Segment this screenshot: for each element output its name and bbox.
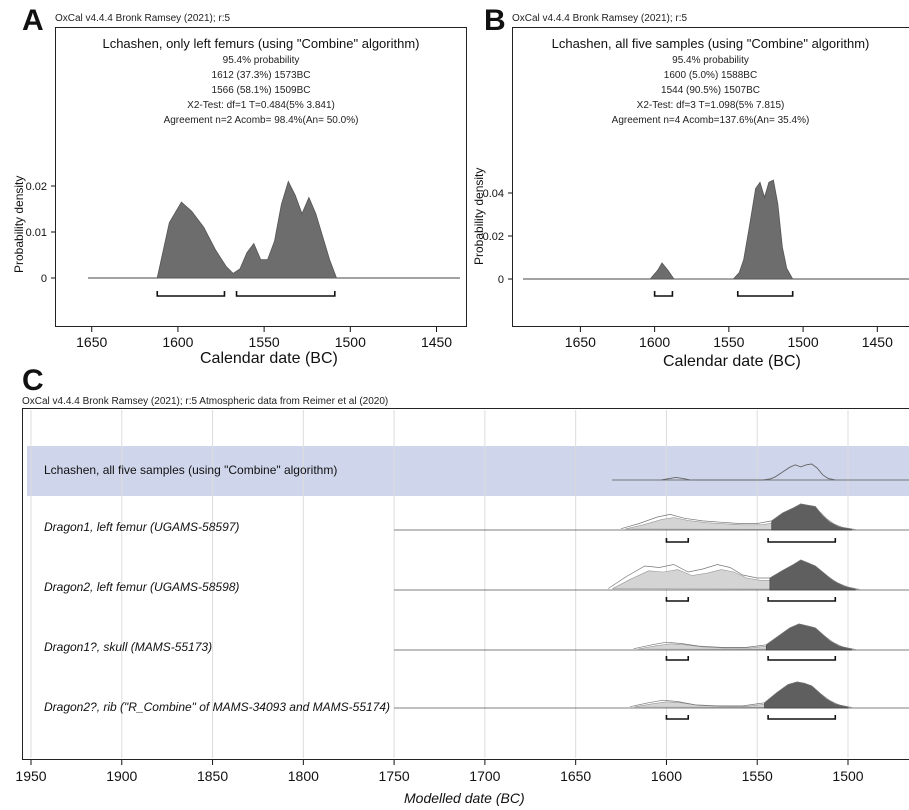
panel-b-chart: 0 0.02 0.04 1650 1600 1550 1500 1450 (483, 179, 909, 350)
x-tick-label: 1500 (335, 334, 366, 350)
x-tick-label: 1800 (288, 768, 319, 784)
hpd-range-bracket (767, 538, 837, 543)
hpd-range-bracket (156, 291, 226, 297)
panel-c-row-label: Lchashen, all five samples (using "Combi… (44, 463, 338, 477)
x-tick-label: 1600 (162, 334, 193, 350)
panel-c-row-label-part: Dragon2?, rib ("R_Combine" of (44, 700, 213, 714)
panel-a-stat-line: Agreement n=2 Acomb= 98.4%(An= 50.0%) (163, 115, 359, 126)
panel-a-title: Lchashen, only left femurs (using "Combi… (102, 36, 420, 51)
panel-b-letter: B (484, 4, 506, 37)
panel-c-letter: C (22, 364, 44, 397)
panel-c-row-label-part: MAMS-34093 and MAMS-55174 (212, 700, 387, 714)
panel-b-stat-line: 95.4% probability (672, 55, 749, 66)
panel-a-letter: A (22, 4, 44, 37)
x-tick-label: 1450 (421, 334, 452, 350)
distribution-outline (633, 623, 852, 650)
hpd-range-bracket (665, 715, 690, 720)
panel-c-row-label: Dragon1?, skull (MAMS-55173) (44, 640, 213, 654)
hpd-range-bracket (665, 538, 690, 543)
x-tick-label: 1450 (862, 334, 893, 350)
panel-a-x-axis-title: Calendar date (BC) (200, 350, 338, 367)
y-tick-label: 0.02 (483, 231, 504, 243)
y-tick-label: 0 (41, 273, 47, 285)
x-tick-label: 1550 (713, 334, 744, 350)
x-tick-label: 1500 (832, 768, 863, 784)
x-tick-label: 1650 (76, 334, 107, 350)
x-tick-label: 1600 (651, 768, 682, 784)
panel-c-row-label-part: ) (386, 700, 391, 714)
x-tick-label: 1850 (197, 768, 228, 784)
panel-c-row-label: Dragon2?, rib ("R_Combine" of MAMS-34093… (44, 700, 390, 714)
panel-c-x-axis-title: Modelled date (BC) (404, 790, 525, 806)
panel-a-chart: 0 0.01 0.02 1650 1600 1550 1500 1450 (26, 180, 460, 350)
hpd-range-bracket (767, 656, 837, 661)
x-tick-label: 1650 (560, 768, 591, 784)
panel-c-row-label: Dragon2, left femur (UGAMS-58598) (44, 580, 240, 594)
hpd-range-bracket (235, 291, 336, 297)
density-area (156, 180, 338, 279)
x-tick-label: 1750 (379, 768, 410, 784)
panel-b-stat-line: Agreement n=4 Acomb=137.6%(An= 35.4%) (611, 115, 810, 126)
hpd-range-bracket (736, 291, 794, 297)
panel-c-oxcal-header: OxCal v4.4.4 Bronk Ramsey (2021); r:5 At… (22, 396, 389, 407)
hpd-range-bracket (767, 715, 837, 720)
panel-a-stat-line: X2-Test: df=1 T=0.484(5% 3.841) (187, 100, 335, 111)
panel-b-x-axis-title: Calendar date (BC) (663, 353, 801, 370)
panel-b-oxcal-header: OxCal v4.4.4 Bronk Ramsey (2021); r:5 (512, 13, 688, 24)
panel-b-stats: Lchashen, all five samples (using "Combi… (512, 35, 909, 128)
hpd-range-bracket (767, 597, 837, 602)
panel-a-stat-line: 1612 (37.3%) 1573BC (211, 70, 311, 81)
y-tick-label: 0.04 (483, 188, 504, 200)
panel-b-title: Lchashen, all five samples (using "Combi… (551, 36, 870, 51)
density-area (649, 179, 794, 280)
panel-a-stats: Lchashen, only left femurs (using "Combi… (55, 35, 467, 128)
distribution-outline (630, 681, 849, 708)
panel-b-stat-line: 1544 (90.5%) 1507BC (661, 85, 760, 96)
panel-c-row-label: Dragon1, left femur (UGAMS-58597) (44, 520, 240, 534)
panel-c-highlight-band (27, 446, 909, 496)
x-tick-label: 1650 (565, 334, 596, 350)
x-tick-label: 1550 (249, 334, 280, 350)
y-tick-label: 0.02 (26, 181, 47, 193)
panel-b-stat-line: X2-Test: df=3 T=1.098(5% 7.815) (636, 100, 785, 111)
distribution-outline (608, 559, 856, 590)
hpd-range-bracket (653, 291, 674, 297)
x-tick-label: 1600 (639, 334, 670, 350)
x-tick-label: 1900 (106, 768, 137, 784)
panel-b-plot-frame (512, 27, 909, 327)
x-tick-label: 1550 (742, 768, 773, 784)
y-tick-label: 0 (498, 274, 504, 286)
distribution-outline (621, 503, 852, 530)
y-tick-label: 0.01 (26, 227, 47, 239)
panel-a-stat-line: 95.4% probability (222, 55, 300, 66)
combined-distribution-outline (660, 463, 836, 481)
hpd-range-bracket (665, 656, 690, 661)
panel-a-oxcal-header: OxCal v4.4.4 Bronk Ramsey (2021); r:5 (55, 13, 231, 24)
x-tick-label: 1950 (15, 768, 46, 784)
hpd-range-bracket (665, 597, 690, 602)
x-tick-label: 1700 (469, 768, 500, 784)
panel-a-stat-line: 1566 (58.1%) 1509BC (211, 85, 311, 96)
x-tick-label: 1500 (787, 334, 818, 350)
panel-b-stat-line: 1600 (5.0%) 1588BC (663, 70, 758, 81)
